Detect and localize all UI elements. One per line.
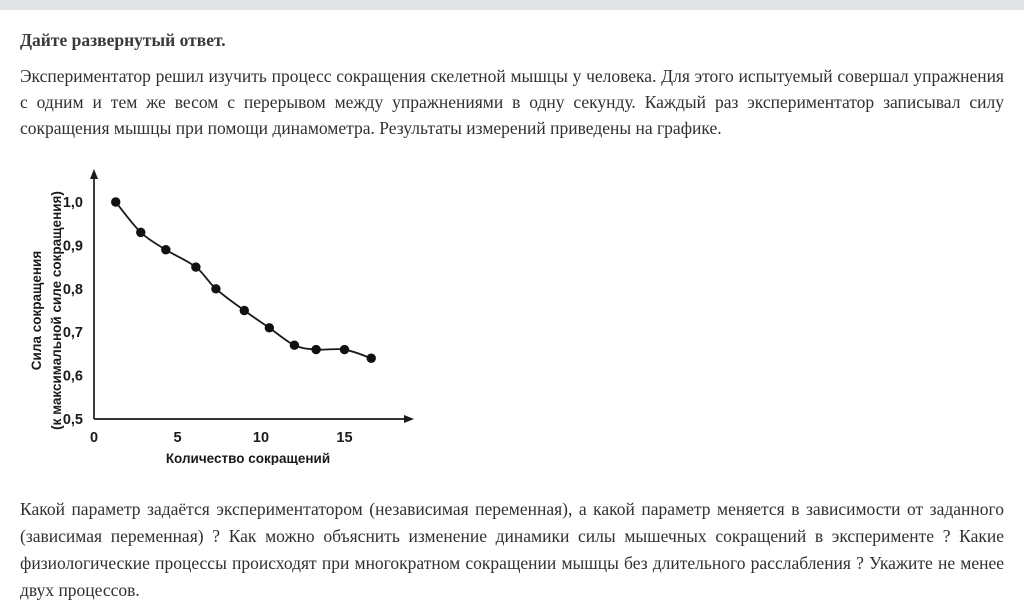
x-axis-title: Количество сокращений — [166, 451, 330, 465]
y-tick-label: 0,9 — [63, 238, 83, 254]
x-tick-label: 5 — [173, 430, 181, 446]
data-point — [339, 344, 350, 355]
y-tick-label: 1,0 — [63, 195, 83, 211]
muscle-force-chart: 1,0 0,9 0,8 0,7 0,6 0,5 0 5 10 15 Количество сокра… — [20, 165, 440, 466]
data-point — [161, 245, 171, 255]
x-tick-label: 10 — [253, 430, 269, 446]
data-point — [264, 323, 275, 333]
data-point — [366, 353, 376, 363]
data-point — [136, 227, 146, 238]
y-axis-title-line1: Сила сокращения — [29, 251, 44, 370]
y-axis-arrow-icon — [90, 169, 98, 179]
data-point — [111, 197, 121, 207]
data-point — [311, 344, 321, 355]
y-tick-label: 0,6 — [63, 369, 83, 385]
document-page: Дайте развернутый ответ. Экспериментатор… — [0, 30, 1024, 604]
data-curve — [115, 201, 372, 360]
data-point — [239, 305, 249, 316]
x-axis-arrow-icon — [404, 415, 414, 423]
top-bar — [0, 0, 1024, 10]
y-axis-title-line2: (к максимальной силе сокращения) — [49, 191, 64, 430]
y-tick-label: 0,5 — [63, 412, 83, 428]
x-tick-label: 15 — [336, 430, 352, 446]
chart-canvas: 1,0 0,9 0,8 0,7 0,6 0,5 0 5 10 15 Количество сокра… — [29, 169, 414, 466]
x-tick-label: 0 — [90, 430, 98, 446]
intro-paragraph: Экспериментатор решил изучить процесс со… — [20, 66, 1004, 138]
data-point — [191, 262, 201, 272]
y-tick-label: 0,8 — [63, 282, 83, 298]
y-tick-label: 0,7 — [63, 325, 83, 341]
data-point — [289, 340, 300, 350]
data-point — [211, 284, 221, 294]
page-title: Дайте развернутый ответ. — [20, 30, 226, 50]
question-paragraph: Какой параметр задаётся экспериментаторо… — [20, 499, 1004, 600]
